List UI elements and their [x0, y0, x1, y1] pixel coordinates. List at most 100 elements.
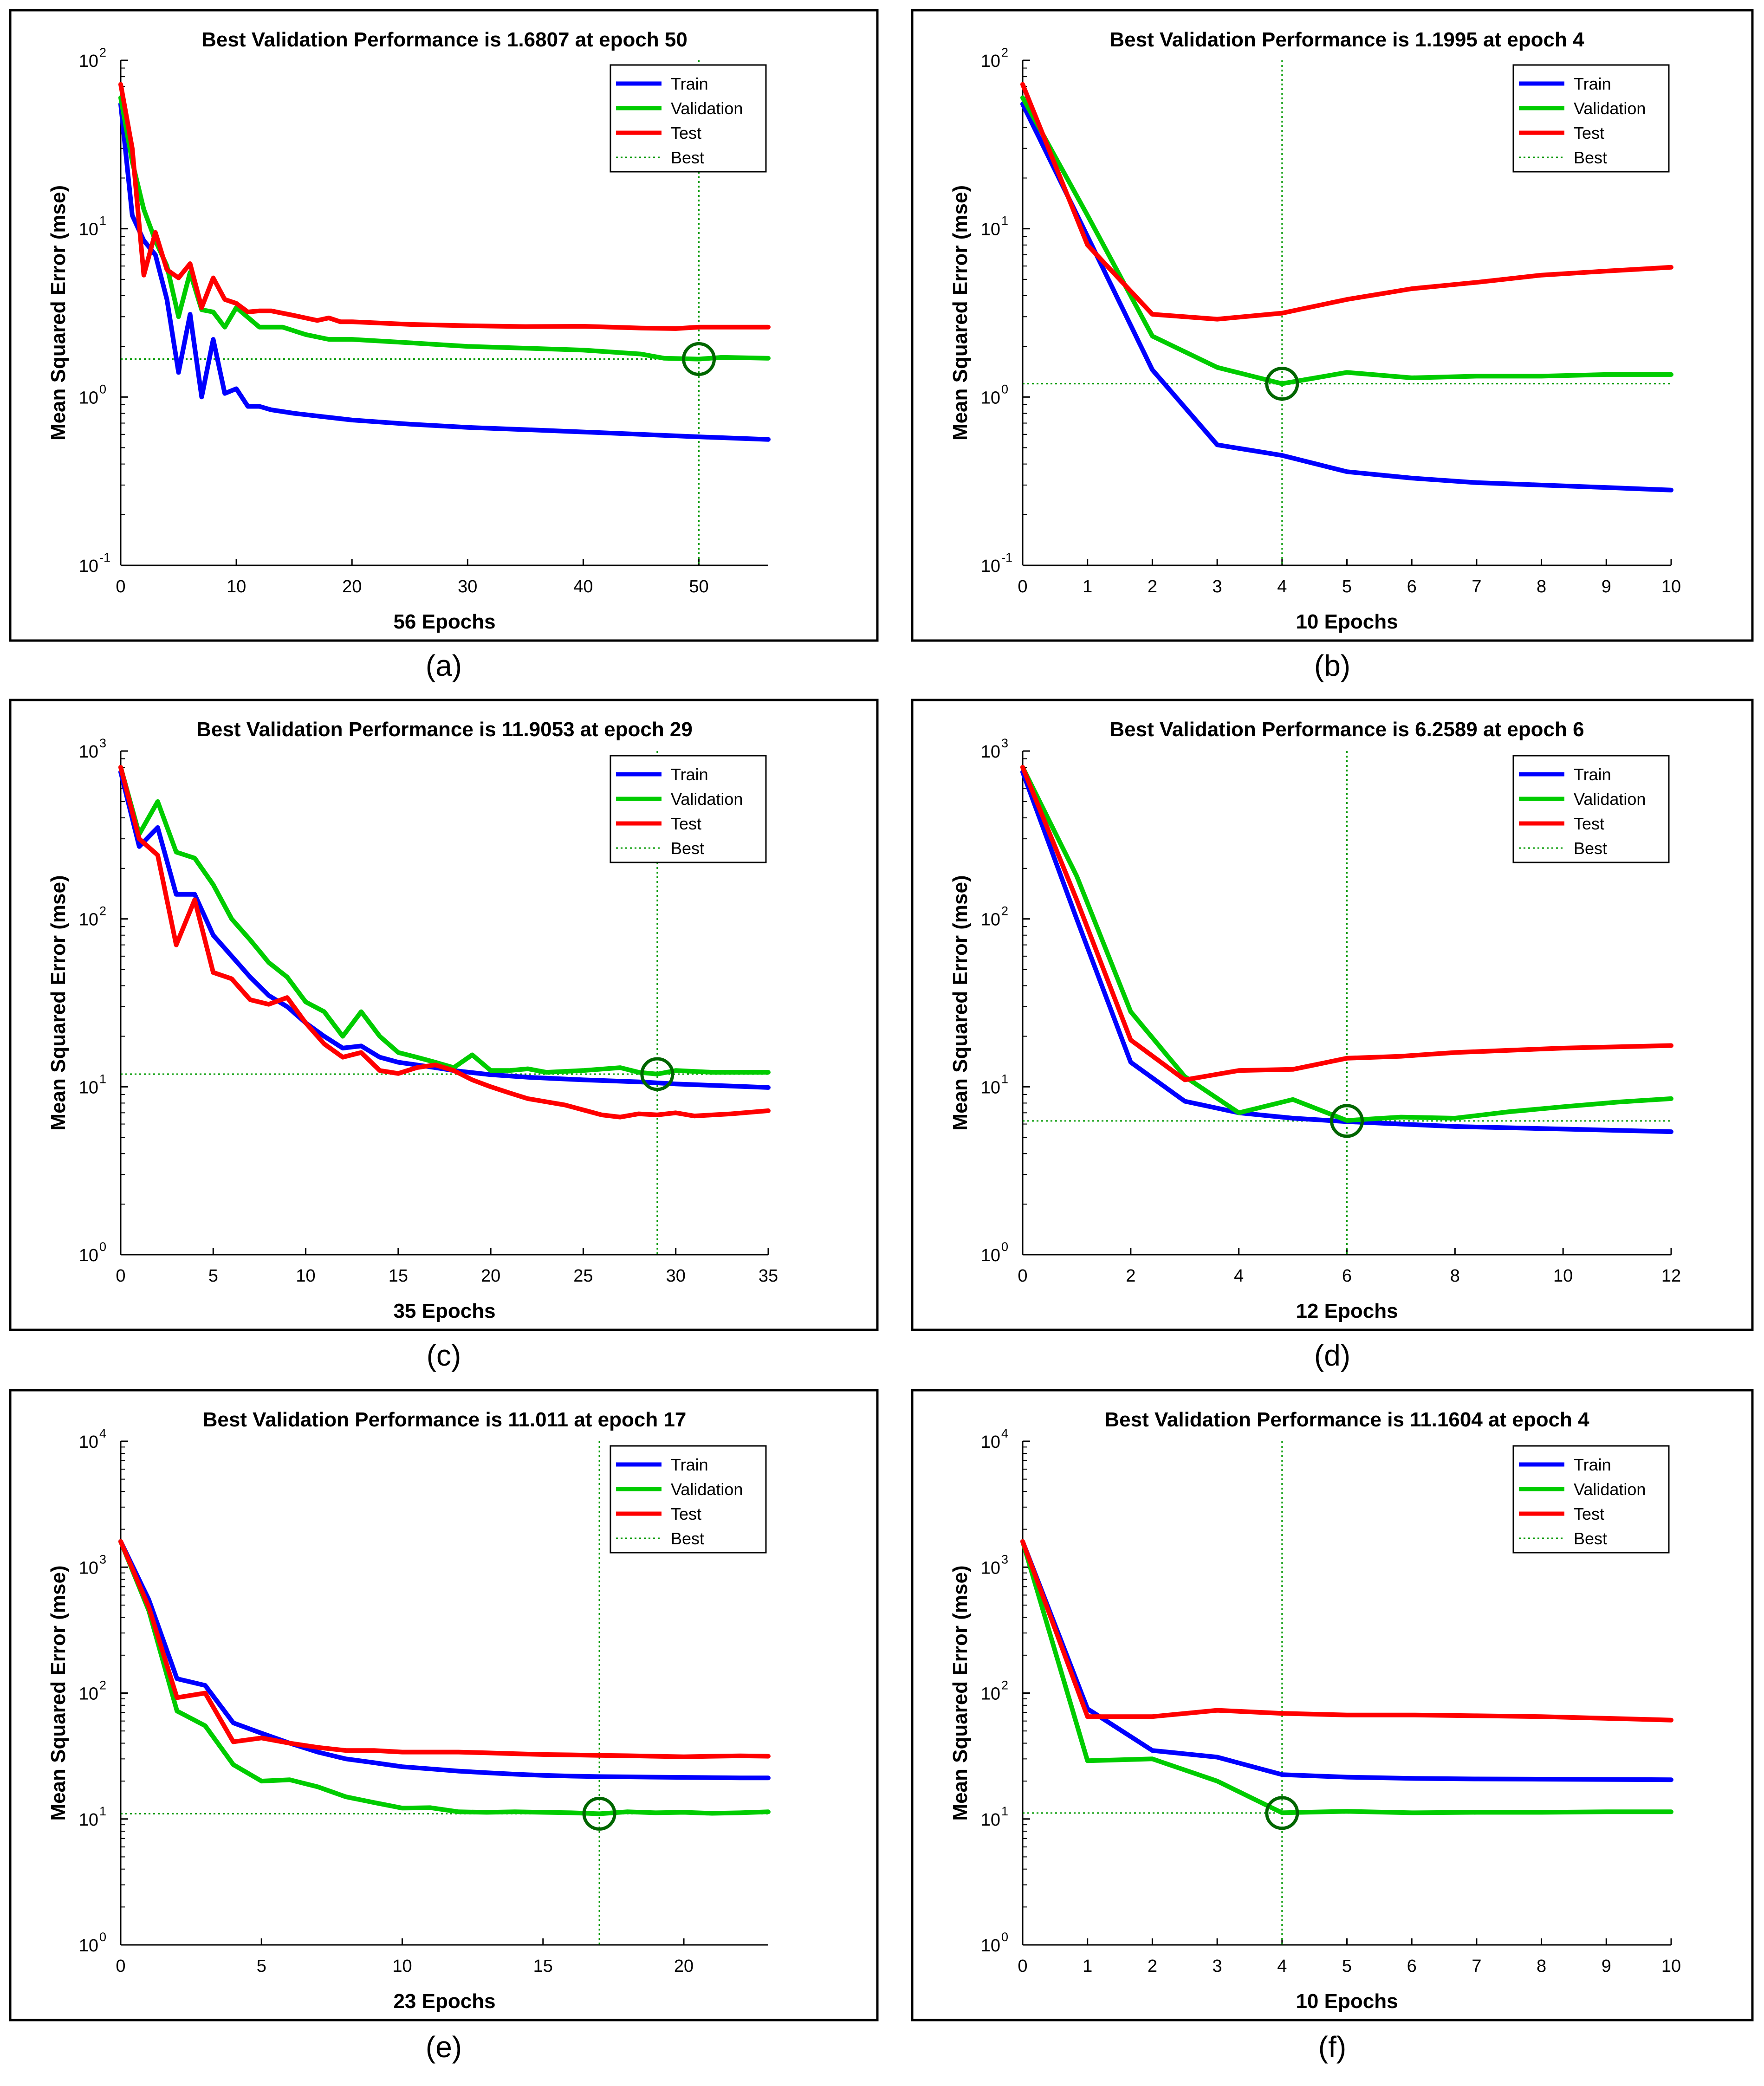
- series-line-test: [118, 82, 771, 331]
- panel-caption: (f): [1318, 2030, 1346, 2064]
- legend-label-train: Train: [1574, 765, 1611, 784]
- y-tick-exponent: 3: [1001, 736, 1008, 750]
- y-axis-label: Mean Squared Error (mse): [949, 1565, 972, 1820]
- legend-label-validation: Validation: [671, 99, 743, 118]
- legend-label-train: Train: [1574, 74, 1611, 93]
- x-tick-label: 0: [1018, 1956, 1027, 1976]
- legend-label-train: Train: [671, 765, 708, 784]
- x-tick-label: 4: [1277, 1956, 1287, 1976]
- legend: Train Validation Test Best: [1512, 755, 1670, 863]
- y-tick-label: 10: [79, 1936, 98, 1956]
- x-tick-label: 25: [573, 1266, 593, 1286]
- panel-caption: (b): [1314, 649, 1350, 682]
- x-tick-label: 2: [1148, 1956, 1157, 1976]
- chart-title: Best Validation Performance is 6.2589 at…: [1109, 718, 1584, 741]
- y-tick-exponent: 0: [1001, 1930, 1008, 1944]
- x-tick-label: 9: [1602, 1956, 1611, 1976]
- legend-label-validation: Validation: [671, 1480, 743, 1499]
- legend-label-best: Best: [1574, 839, 1607, 858]
- x-tick-label: 40: [573, 577, 593, 596]
- series-line-train: [1020, 102, 1673, 492]
- legend-label-validation: Validation: [1574, 1480, 1646, 1499]
- y-tick-label: 10: [79, 220, 98, 240]
- legend-label-best: Best: [1574, 148, 1607, 167]
- y-tick-label: 10: [981, 220, 1000, 240]
- y-tick-exponent: 2: [1001, 1678, 1008, 1692]
- x-tick-label: 8: [1537, 1956, 1546, 1976]
- y-tick-exponent: 3: [99, 736, 106, 750]
- x-tick-label: 8: [1537, 577, 1546, 596]
- x-tick-label: 7: [1472, 577, 1481, 596]
- x-axis-label: 12 Epochs: [1296, 1300, 1398, 1322]
- series-line-test: [1020, 82, 1673, 322]
- y-tick-label: 10: [79, 1432, 98, 1452]
- x-tick-label: 0: [116, 1266, 125, 1286]
- y-tick-exponent: 0: [99, 1930, 106, 1944]
- y-tick-label: 10: [981, 52, 1000, 71]
- series-line-train: [1020, 1539, 1673, 1782]
- x-tick-label: 7: [1472, 1956, 1481, 1976]
- y-tick-exponent: 2: [1001, 904, 1008, 918]
- chart-panel-a: Best Validation Performance is 1.6807 at…: [9, 9, 879, 682]
- x-tick-label: 10: [1661, 577, 1681, 596]
- legend-label-test: Test: [1574, 123, 1604, 143]
- best-point-marker: [1265, 1796, 1299, 1830]
- y-tick-exponent: 1: [99, 1804, 106, 1818]
- y-tick-exponent: 2: [99, 904, 106, 918]
- x-tick-label: 2: [1126, 1266, 1135, 1286]
- y-tick-label: 10: [79, 1684, 98, 1704]
- legend-label-best: Best: [1574, 1529, 1607, 1548]
- x-axis-label: 56 Epochs: [393, 610, 495, 633]
- x-tick-label: 15: [533, 1956, 553, 1976]
- x-tick-label: 5: [1342, 577, 1352, 596]
- x-tick-label: 9: [1602, 577, 1611, 596]
- y-tick-exponent: 3: [99, 1552, 106, 1566]
- x-tick-label: 20: [342, 577, 362, 596]
- best-point-marker: [682, 342, 716, 376]
- legend-label-test: Test: [671, 1504, 701, 1523]
- series-line-test: [1020, 1539, 1673, 1723]
- best-point-marker: [1330, 1104, 1364, 1138]
- y-tick-exponent: 1: [1001, 1072, 1008, 1086]
- y-tick-label: 10: [79, 557, 98, 576]
- x-tick-label: 0: [1018, 1266, 1027, 1286]
- x-tick-label: 10: [296, 1266, 315, 1286]
- legend-label-best: Best: [671, 1529, 704, 1548]
- series-line-train: [118, 102, 771, 442]
- y-tick-label: 10: [981, 1078, 1000, 1097]
- y-tick-label: 10: [981, 1246, 1000, 1265]
- x-tick-label: 2: [1148, 577, 1157, 596]
- x-tick-label: 6: [1407, 1956, 1417, 1976]
- legend: Train Validation Test Best: [1512, 64, 1670, 173]
- x-tick-label: 30: [666, 1266, 686, 1286]
- x-tick-label: 0: [116, 1956, 125, 1976]
- chart-title: Best Validation Performance is 1.6807 at…: [201, 28, 687, 51]
- y-tick-exponent: 1: [1001, 214, 1008, 228]
- chart-title: Best Validation Performance is 11.1604 a…: [1104, 1408, 1589, 1431]
- y-tick-exponent: 1: [99, 214, 106, 228]
- chart-panel-b: Best Validation Performance is 1.1995 at…: [911, 9, 1754, 682]
- x-tick-label: 30: [458, 577, 477, 596]
- y-tick-label: 10: [79, 742, 98, 762]
- panel-caption: (d): [1314, 1339, 1350, 1372]
- y-tick-exponent: 2: [99, 45, 106, 59]
- series-line-validation: [1020, 95, 1673, 386]
- x-tick-label: 5: [257, 1956, 266, 1976]
- series-line-validation: [1020, 1539, 1673, 1815]
- y-axis-label: Mean Squared Error (mse): [47, 185, 70, 441]
- y-tick-exponent: -1: [1001, 551, 1012, 564]
- x-tick-label: 0: [1018, 577, 1027, 596]
- x-tick-label: 50: [689, 577, 708, 596]
- x-tick-label: 20: [481, 1266, 500, 1286]
- y-axis-label: Mean Squared Error (mse): [949, 875, 972, 1130]
- x-tick-label: 1: [1083, 1956, 1092, 1976]
- x-tick-label: 6: [1407, 577, 1417, 596]
- legend: Train Validation Test Best: [1512, 1445, 1670, 1554]
- legend-label-test: Test: [671, 814, 701, 833]
- y-tick-label: 10: [981, 1684, 1000, 1704]
- x-tick-label: 8: [1450, 1266, 1460, 1286]
- y-tick-label: 10: [981, 910, 1000, 930]
- x-tick-label: 3: [1213, 1956, 1222, 1976]
